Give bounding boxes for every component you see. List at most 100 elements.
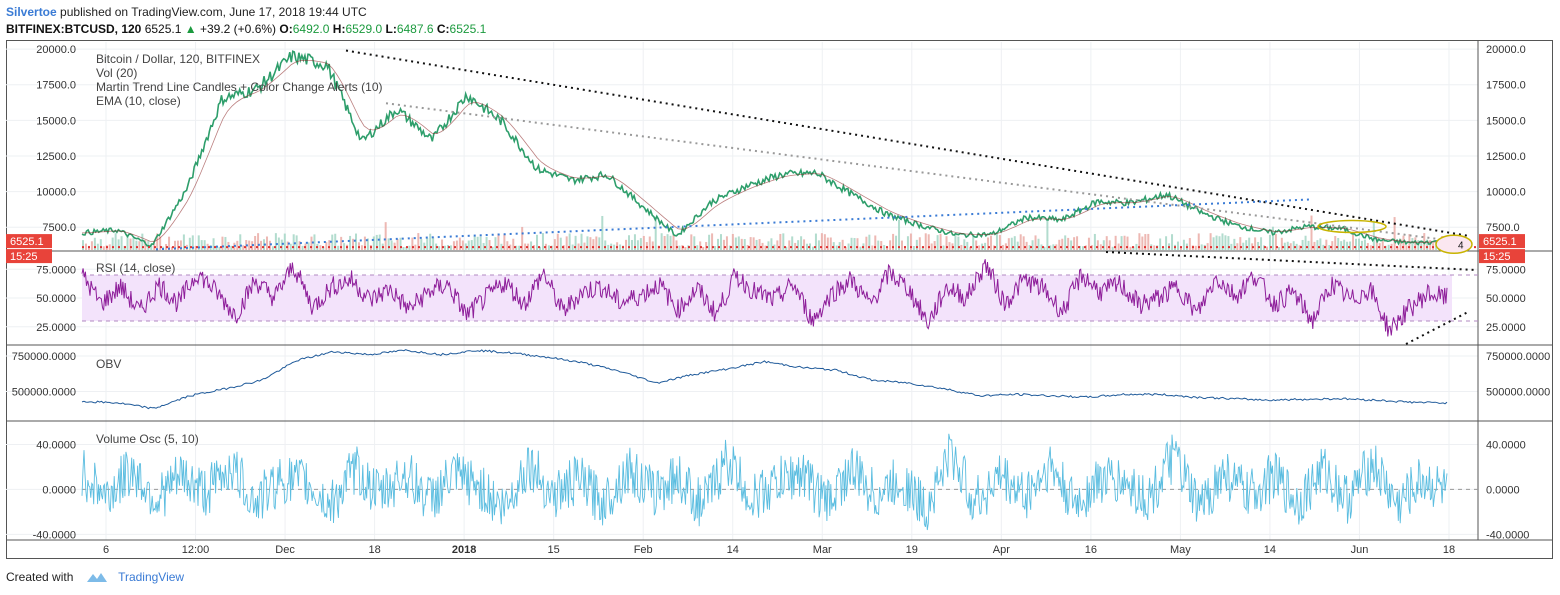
volume-bar: [1265, 246, 1268, 250]
volume-bar: [791, 236, 794, 250]
rsi-series: [81, 259, 1448, 337]
volume-bar: [972, 234, 975, 250]
volume-bar: [728, 245, 731, 250]
volume-bar: [1363, 239, 1366, 250]
volume-bar: [1245, 240, 1248, 250]
obv-right-tick: 500000.0000: [1486, 387, 1550, 399]
volume-bar: [512, 238, 515, 250]
volume-bar: [1013, 236, 1016, 250]
volume-bar: [396, 239, 399, 250]
author-link[interactable]: Silvertoe: [6, 5, 57, 19]
volume-bar: [343, 243, 346, 250]
volume-bar: [90, 241, 93, 250]
volume-bar: [1082, 246, 1085, 250]
legend-volume[interactable]: Vol (20): [96, 66, 138, 80]
x-tick-label: Jun: [1351, 544, 1369, 556]
volume-bar: [832, 242, 835, 250]
volume-bar: [1052, 244, 1055, 250]
volume-bar: [607, 244, 610, 250]
volume-bar: [1340, 241, 1343, 250]
volume-bar: [648, 236, 651, 250]
volume-bar: [1197, 233, 1200, 250]
vosc-right-tick: 40.0000: [1486, 439, 1526, 451]
volume-bar: [1402, 235, 1405, 250]
tradingview-logo-icon[interactable]: [85, 570, 109, 584]
volume-bar: [446, 244, 449, 250]
volume-bar: [1099, 244, 1102, 250]
volume-bar: [1423, 233, 1426, 250]
volume-bar: [877, 240, 880, 250]
volume-bar: [363, 236, 366, 250]
volume-bar: [1049, 245, 1052, 250]
volume-bar: [1360, 240, 1363, 250]
chart-frame[interactable]: 4 20000.0 20000.0 17500.0 17500.0 15000.0 150…: [6, 40, 1553, 560]
volume-bar: [693, 236, 696, 250]
volume-bar: [699, 241, 702, 250]
volume-bar: [767, 241, 770, 250]
obv-left-tick: 750000.0000: [12, 351, 76, 363]
volume-bar: [871, 245, 874, 250]
rsi-legend[interactable]: RSI (14, close): [96, 261, 176, 275]
volume-bar: [559, 237, 562, 250]
volume-bar: [1414, 237, 1417, 250]
volume-bar: [1280, 237, 1283, 250]
price-change: +39.2 (+0.6%): [199, 22, 277, 36]
legend-ema[interactable]: EMA (10, close): [96, 94, 181, 108]
legend-martin-trend[interactable]: Martin Trend Line Candles + Color Change…: [96, 80, 383, 94]
volume-bar: [1179, 246, 1182, 250]
volume-bar: [1061, 238, 1064, 250]
volume-bar: [998, 235, 1001, 250]
volume-bar: [553, 239, 556, 250]
volume-bar: [779, 233, 782, 250]
tradingview-link[interactable]: TradingView: [118, 570, 185, 584]
rsi-right-tick: 75.0000: [1486, 264, 1526, 276]
legend-symbol[interactable]: Bitcoin / Dollar, 120, BITFINEX: [96, 52, 261, 66]
volume-bar: [719, 234, 722, 250]
volume-bar: [1260, 237, 1263, 250]
price-right-tick: 10000.0: [1486, 187, 1526, 199]
volume-bar: [1171, 234, 1174, 250]
volume-bar: [1105, 236, 1108, 250]
price-badges: 6525.1 15:25 6525.1 15:25: [6, 234, 1525, 264]
volume-bar: [387, 238, 390, 250]
volume-bar: [461, 240, 464, 250]
obv-series: [81, 349, 1448, 410]
volume-bar: [1138, 233, 1141, 250]
volume-bar: [538, 246, 541, 250]
volume-bar: [405, 246, 408, 250]
volume-bar: [788, 240, 791, 250]
volume-bar: [117, 239, 120, 250]
obv-legend[interactable]: OBV: [96, 357, 122, 371]
volume-bar: [583, 242, 586, 250]
close-value: 6525.1: [449, 22, 487, 36]
price-badge-text-right: 6525.1: [1483, 236, 1517, 248]
volume-bars: [82, 215, 1447, 250]
volume-bar: [426, 238, 429, 250]
volume-bar: [506, 241, 509, 250]
volume-bar: [933, 241, 936, 250]
volume-bar: [420, 239, 423, 250]
volume-bar: [236, 240, 239, 250]
volume-bar: [984, 242, 987, 250]
volume-bar: [277, 237, 280, 250]
x-tick-label: 14: [1264, 544, 1276, 556]
volume-bar: [500, 243, 503, 250]
volume-bar: [969, 246, 972, 250]
vosc-legend[interactable]: Volume Osc (5, 10): [96, 432, 199, 446]
volume-bar: [1271, 226, 1274, 250]
volume-bar: [773, 244, 776, 250]
volume-bar: [1313, 241, 1316, 250]
volume-bar: [331, 234, 334, 250]
publish-info: published on TradingView.com, June 17, 2…: [60, 5, 367, 19]
volume-bar: [1346, 241, 1349, 250]
open-label: O:: [279, 22, 293, 36]
volume-bar: [740, 238, 743, 250]
volume-bar: [752, 237, 755, 250]
trend-lines: 4: [82, 49, 1478, 345]
volume-bar: [1316, 240, 1319, 250]
volume-bar: [731, 233, 734, 250]
volume-bar: [880, 241, 883, 250]
volume-bar: [411, 237, 414, 250]
x-tick-label: Dec: [275, 544, 295, 556]
